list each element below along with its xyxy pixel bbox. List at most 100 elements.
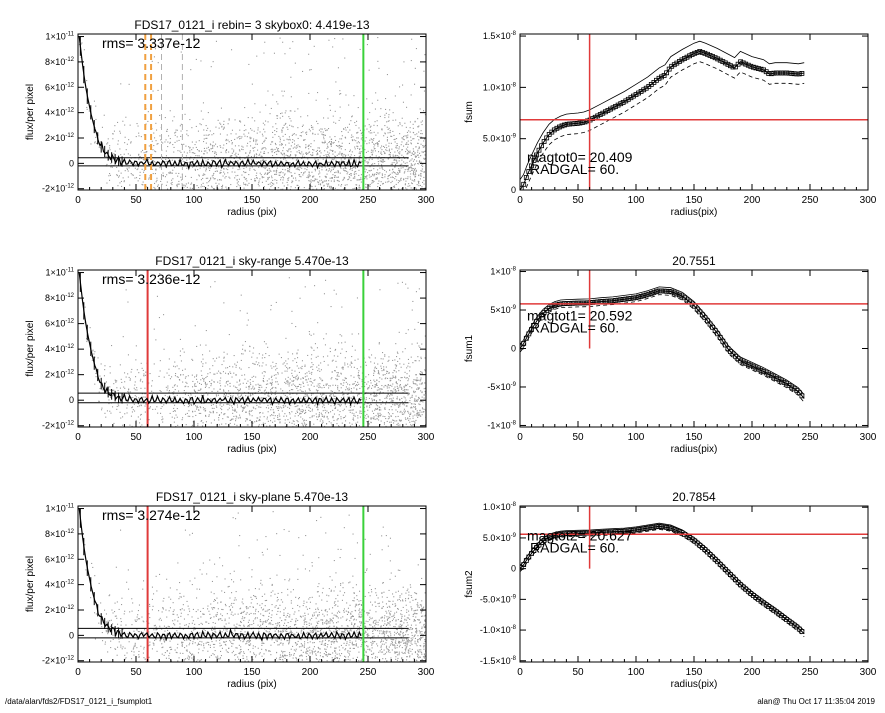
scatter-point (283, 179, 284, 180)
scatter-point (120, 364, 121, 365)
scatter-point (175, 132, 176, 133)
scatter-point (149, 419, 150, 420)
scatter-point (381, 181, 382, 182)
scatter-point (353, 202, 354, 203)
scatter-point (120, 418, 121, 419)
scatter-point (353, 178, 354, 179)
scatter-point (409, 416, 410, 417)
scatter-point (127, 168, 128, 169)
scatter-point (328, 365, 329, 366)
scatter-point (228, 177, 229, 178)
scatter-point (164, 349, 165, 350)
scatter-point (405, 385, 406, 386)
scatter-point (314, 180, 315, 181)
scatter-point (332, 174, 333, 175)
x-tick-label: 50 (130, 195, 142, 206)
scatter-point (250, 138, 251, 139)
scatter-point (395, 147, 396, 148)
scatter-point (178, 377, 179, 378)
scatter-point (308, 378, 309, 379)
scatter-point (296, 145, 297, 146)
scatter-point (152, 61, 153, 62)
scatter-point (425, 357, 426, 358)
scatter-point (216, 412, 217, 413)
scatter-point (399, 86, 400, 87)
scatter-point (324, 387, 325, 388)
scatter-point (371, 419, 372, 420)
scatter-point (410, 203, 411, 204)
scatter-point (399, 160, 400, 161)
scatter-point (396, 145, 397, 146)
scatter-point (361, 151, 362, 152)
scatter-point (364, 168, 365, 169)
scatter-point (345, 342, 346, 343)
scatter-point (156, 178, 157, 179)
scatter-point (138, 159, 139, 160)
scatter-point (383, 386, 384, 387)
scatter-point (275, 387, 276, 388)
scatter-point (355, 360, 356, 361)
scatter-point (289, 385, 290, 386)
scatter-point (223, 446, 224, 447)
scatter-point (185, 394, 186, 395)
scatter-point (422, 372, 423, 373)
scatter-point (371, 164, 372, 165)
scatter-point (376, 395, 377, 396)
scatter-point (298, 368, 299, 369)
scatter-point (378, 181, 379, 182)
scatter-point (156, 140, 157, 141)
scatter-point (390, 199, 391, 200)
scatter-point (392, 384, 393, 385)
scatter-point (379, 400, 380, 401)
scatter-point (99, 392, 100, 393)
scatter-point (248, 133, 249, 134)
scatter-point (361, 133, 362, 134)
scatter-point (406, 389, 407, 390)
scatter-point (276, 302, 277, 303)
scatter-point (382, 129, 383, 130)
scatter-point (417, 143, 418, 144)
scatter-point (196, 409, 197, 410)
scatter-point (232, 142, 233, 143)
scatter-point (318, 160, 319, 161)
scatter-point (375, 367, 376, 368)
scatter-point (307, 153, 308, 154)
scatter-point (312, 176, 313, 177)
scatter-point (177, 365, 178, 366)
scatter-point (294, 140, 295, 141)
scatter-point (303, 391, 304, 392)
scatter-point (388, 361, 389, 362)
scatter-point (322, 414, 323, 415)
scatter-point (222, 446, 223, 447)
scatter-point (283, 147, 284, 148)
scatter-point (405, 163, 406, 164)
scatter-point (253, 381, 254, 382)
scatter-point (411, 155, 412, 156)
scatter-point (382, 159, 383, 160)
scatter-point (407, 135, 408, 136)
scatter-point (305, 132, 306, 133)
scatter-point (239, 367, 240, 368)
scatter-point (379, 289, 380, 290)
scatter-point (208, 212, 209, 213)
scatter-point (260, 161, 261, 162)
scatter-point (283, 172, 284, 173)
scatter-point (231, 199, 232, 200)
scatter-point (277, 118, 278, 119)
scatter-point (312, 127, 313, 128)
scatter-point (295, 326, 296, 327)
scatter-point (266, 387, 267, 388)
scatter-point (391, 422, 392, 423)
scatter-point (343, 369, 344, 370)
scatter-point (289, 125, 290, 126)
scatter-point (234, 409, 235, 410)
scatter-point (354, 174, 355, 175)
scatter-point (332, 372, 333, 373)
scatter-point (417, 385, 418, 386)
scatter-point (370, 156, 371, 157)
scatter-point (249, 410, 250, 411)
scatter-point (401, 144, 402, 145)
scatter-point (262, 134, 263, 135)
scatter-point (206, 161, 207, 162)
scatter-point (403, 411, 404, 412)
